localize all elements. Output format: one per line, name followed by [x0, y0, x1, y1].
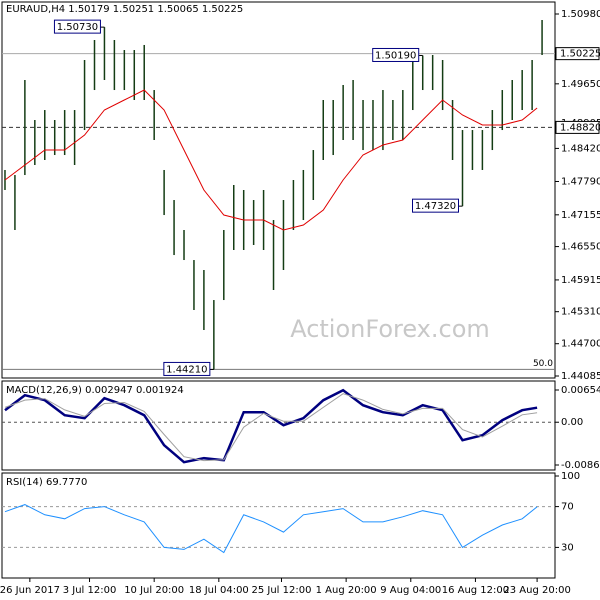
annotation-label: 1.50730 [57, 22, 98, 33]
indicator-line [4, 393, 538, 462]
annotation-label: 1.50190 [375, 50, 416, 61]
fib-level-label: 50.0 [533, 359, 553, 369]
annotation-box [372, 47, 420, 62]
annotation-box [412, 198, 460, 213]
y-tick-label: -0.008684 [561, 460, 600, 471]
panel-frame [1, 1, 556, 379]
price-tag [555, 120, 600, 134]
y-tick-label: 1.45915 [561, 275, 600, 286]
y-tick-label: 1.46550 [561, 242, 600, 253]
annotation-box [53, 19, 101, 34]
indicator-line [4, 504, 538, 554]
y-tick-label: 0.006542 [561, 385, 600, 396]
price-tag-label: 1.48820 [560, 122, 600, 133]
y-tick-label: 1.47790 [561, 176, 600, 187]
watermark: ActionForex.com [290, 315, 490, 343]
moving-average [4, 89, 538, 231]
y-tick-label: 0.00 [561, 417, 583, 428]
y-tick-label: 1.47155 [561, 210, 600, 221]
y-tick-label: 30 [561, 542, 574, 553]
y-tick-label: 100 [561, 471, 580, 482]
chart-title: EURAUD,H4 1.50179 1.50251 1.50065 1.5022… [6, 4, 243, 15]
panel-frame [1, 472, 556, 579]
y-tick-label: 1.45310 [561, 307, 600, 318]
price-tag-label: 1.50225 [560, 49, 600, 60]
x-tick-label: 9 Aug 04:00 [380, 585, 441, 596]
x-tick-label: 18 Jul 04:00 [189, 585, 249, 596]
panel-frame [1, 380, 556, 471]
y-tick-label: 1.48420 [561, 143, 600, 154]
indicator-line [4, 388, 538, 464]
panel-title: RSI(14) 69.7770 [6, 477, 87, 488]
annotation-label: 1.44210 [166, 364, 207, 375]
x-tick-label: 16 Aug 12:00 [442, 585, 509, 596]
x-tick-label: 10 Jul 20:00 [124, 585, 184, 596]
x-tick-label: 26 Jun 2017 [0, 585, 60, 596]
annotation-label: 1.47320 [415, 201, 456, 212]
panel-title: MACD(12,26,9) 0.002947 0.001924 [6, 385, 184, 396]
y-tick-label: 1.49650 [561, 79, 600, 90]
x-tick-label: 1 Aug 20:00 [316, 585, 377, 596]
x-tick-label: 3 Jul 12:00 [63, 585, 117, 596]
y-tick-label: 1.44085 [561, 371, 600, 382]
x-tick-label: 23 Aug 20:00 [503, 585, 570, 596]
y-tick-label: 1.44700 [561, 339, 600, 350]
y-tick-label: 1.50980 [561, 9, 600, 20]
y-tick-label: 70 [561, 502, 574, 513]
annotation-box [163, 361, 211, 376]
price-tag [555, 47, 600, 61]
x-tick-label: 25 Jul 12:00 [251, 585, 311, 596]
